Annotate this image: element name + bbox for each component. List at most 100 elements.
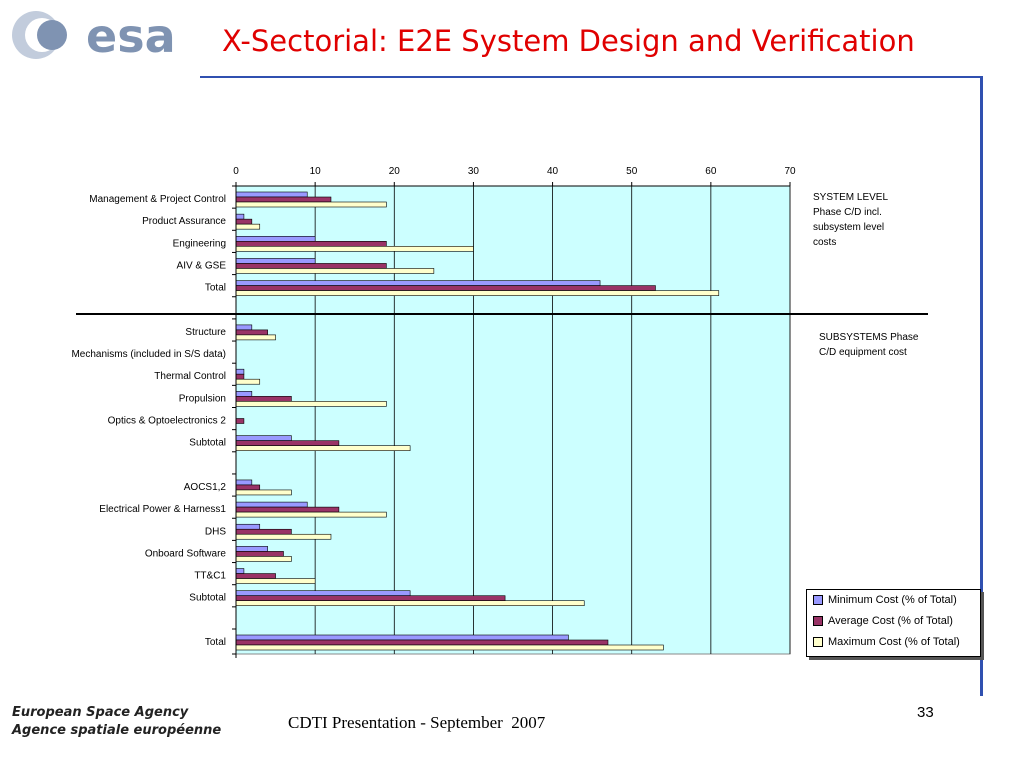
bar-average (235, 263, 387, 269)
category-label: Electrical Power & Harness1 (99, 504, 226, 515)
note-subsystems: SUBSYSTEMS Phase C/D equipment cost (819, 332, 919, 358)
bar-average (235, 196, 332, 203)
bar-minimum (235, 213, 245, 220)
category-label: Product Assurance (142, 216, 226, 227)
bar-minimum (235, 546, 268, 552)
bar-maximum (235, 334, 276, 341)
x-tick-label: 50 (626, 166, 638, 177)
bar-maximum (235, 533, 332, 540)
legend-swatch-minimum (813, 595, 823, 605)
esa-logo: esa (12, 9, 176, 63)
bar-minimum (235, 501, 308, 508)
category-label: AOCS1,2 (184, 482, 227, 493)
bar-minimum (235, 191, 308, 198)
bar-maximum (235, 401, 387, 407)
bar-average (235, 528, 292, 535)
legend-item-average: Average Cost (% of Total) (813, 615, 953, 627)
bar-average (235, 396, 292, 402)
bar-average (235, 551, 284, 557)
bar-average (235, 506, 340, 513)
bar-average (235, 373, 245, 380)
category-label: Subtotal (189, 593, 226, 604)
category-label: Thermal Control (154, 371, 226, 382)
category-label: Structure (185, 327, 226, 338)
note-system-level: SYSTEM LEVEL Phase C/D incl. subsystem l… (813, 192, 889, 248)
bar-maximum (235, 644, 664, 651)
bar-average (235, 285, 656, 291)
footer-agency-name: European Space Agency Agence spatiale eu… (12, 704, 221, 740)
footer-presentation: CDTI Presentation - September 2007 (288, 713, 546, 732)
bar-average (235, 329, 268, 336)
category-label: Subtotal (189, 438, 226, 449)
bar-average (235, 218, 253, 225)
bar-average (235, 573, 276, 579)
bar-average (235, 418, 245, 424)
bar-average (235, 484, 261, 491)
frame-top-border (200, 76, 982, 78)
bar-maximum (235, 378, 261, 385)
legend-label-minimum: Minimum Cost (% of Total) (828, 594, 957, 606)
bar-average (235, 241, 387, 247)
category-label: Engineering (173, 238, 226, 249)
bar-minimum (235, 568, 245, 574)
bar-minimum (235, 280, 601, 286)
bar-maximum (235, 556, 292, 562)
category-label: Total (205, 637, 226, 648)
legend-item-minimum: Minimum Cost (% of Total) (813, 594, 957, 606)
bar-maximum (235, 600, 585, 607)
legend-swatch-maximum (813, 637, 823, 647)
category-label: AIV & GSE (177, 260, 227, 271)
category-label: Onboard Software (145, 548, 227, 559)
category-label: Management & Project Control (89, 194, 226, 205)
bar-maximum (235, 489, 292, 496)
bar-minimum (235, 435, 292, 441)
bar-maximum (235, 511, 387, 518)
bar-maximum (235, 290, 720, 296)
bar-minimum (235, 324, 253, 331)
bar-average (235, 440, 340, 446)
bar-minimum (235, 236, 316, 242)
footer-agency-en: European Space Agency (12, 705, 189, 720)
bar-maximum (235, 268, 435, 274)
category-label: Optics & Optoelectronics 2 (108, 416, 227, 427)
bar-average (235, 595, 506, 602)
bar-minimum (235, 634, 569, 641)
x-tick-label: 60 (705, 166, 717, 177)
bar-maximum (235, 201, 387, 208)
x-tick-label: 70 (784, 166, 796, 177)
bar-minimum (235, 590, 411, 597)
page-number: 33 (917, 704, 934, 721)
bar-minimum (235, 258, 316, 264)
plot-area (235, 185, 791, 655)
x-tick-label: 30 (468, 166, 480, 177)
legend-label-average: Average Cost (% of Total) (828, 615, 953, 627)
slide-title: X-Sectorial: E2E System Design and Verif… (222, 24, 915, 58)
legend-swatch-average (813, 616, 823, 626)
footer-agency-fr: Agence spatiale européenne (12, 723, 222, 738)
bar-minimum (235, 391, 253, 397)
category-label: Mechanisms (included in S/S data) (71, 349, 226, 360)
category-label: DHS (205, 526, 226, 537)
bar-minimum (235, 523, 261, 530)
chart-legend: Minimum Cost (% of Total) Average Cost (… (806, 589, 981, 657)
x-tick-label: 40 (547, 166, 559, 177)
bar-maximum (235, 445, 411, 451)
bar-minimum (235, 479, 253, 486)
logo-emblem-core (37, 20, 67, 50)
x-tick-label: 20 (389, 166, 401, 177)
bar-average (235, 639, 609, 646)
legend-label-maximum: Maximum Cost (% of Total) (828, 636, 960, 648)
x-tick-label: 10 (310, 166, 322, 177)
x-tick-label: 0 (233, 166, 239, 177)
legend-item-maximum: Maximum Cost (% of Total) (813, 636, 960, 648)
bar-maximum (235, 246, 474, 252)
bar-maximum (235, 223, 261, 230)
category-label: Propulsion (179, 393, 226, 404)
logo-text: esa (86, 9, 176, 63)
frame-right-border (980, 76, 983, 696)
category-label: Total (205, 283, 226, 294)
category-label: TT&C1 (194, 571, 226, 582)
bar-maximum (235, 578, 316, 584)
bar-minimum (235, 368, 245, 375)
